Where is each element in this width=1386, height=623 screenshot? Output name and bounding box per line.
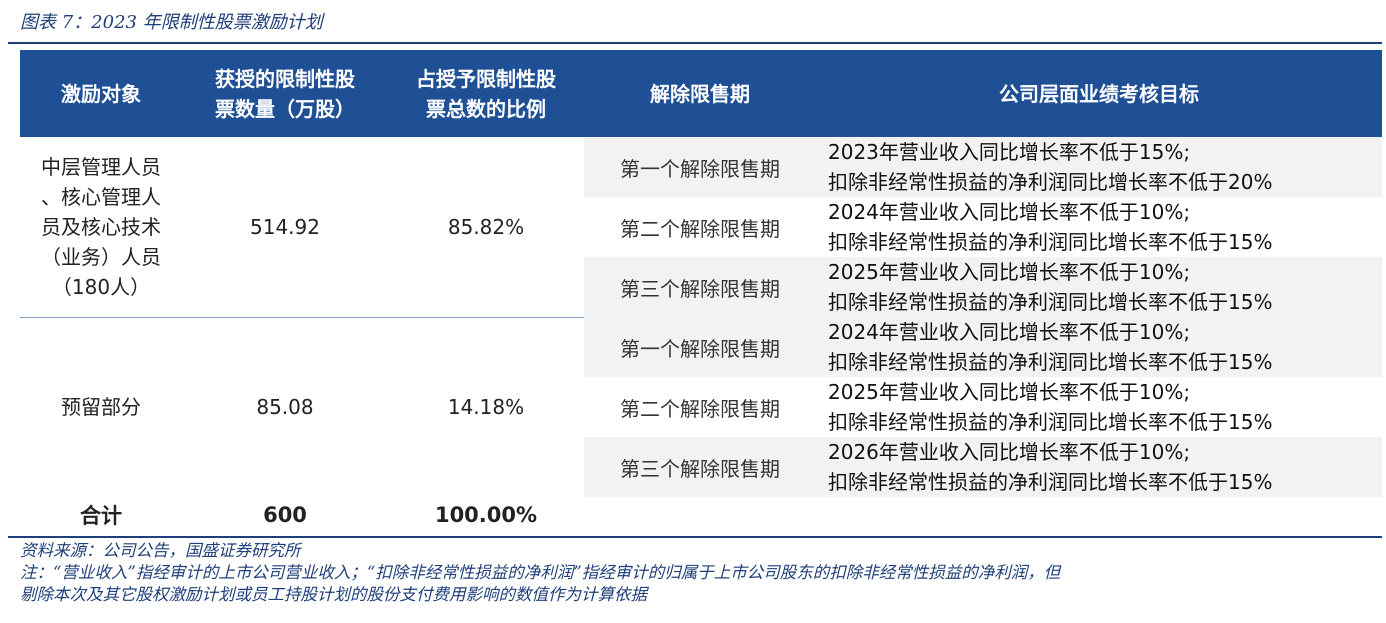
table-row: 第二个解除限售期 2024年营业收入同比增长率不低于10%; 扣除非经常性损益的净… bbox=[20, 197, 1382, 257]
shares-cell: 514.92 bbox=[182, 137, 388, 318]
source-note: 资料来源：公司公告，国盛证券研究所 bbox=[20, 541, 301, 560]
figure-caption: 图表 7：2023 年限制性股票激励计划 bbox=[20, 12, 323, 33]
period-cell: 第一个解除限售期 bbox=[584, 137, 816, 197]
total-label: 合计 bbox=[80, 504, 122, 528]
object-cell: 预留部分 bbox=[61, 395, 141, 420]
total-ratio: 100.00% bbox=[434, 503, 538, 527]
table-row: 第三个解除限售期 2025年营业收入同比增长率不低于10%; 扣除非经常性损益的净… bbox=[20, 257, 1382, 317]
period-cell: 第二个解除限售期 bbox=[620, 216, 780, 241]
bottom-rule bbox=[8, 536, 1382, 538]
table-row: 第二个解除限售期 2025年营业收入同比增长率不低于10%; 扣除非经常性损益的净… bbox=[20, 377, 1382, 437]
footnotes: 资料来源：公司公告，国盛证券研究所 注：“营业收入”指经审计的上市公司营业收入；… bbox=[20, 540, 1060, 606]
target-cell: 2026年营业收入同比增长率不低于10%; 扣除非经常性损益的净利润同比增长率不低… bbox=[816, 437, 1382, 497]
header-target: 公司层面业绩考核目标 bbox=[816, 50, 1382, 137]
note-line: 注：“营业收入”指经审计的上市公司营业收入；“扣除非经常性损益的净利润”指经审计… bbox=[20, 563, 1061, 582]
note-line: 剔除本次及其它股权激励计划或员工持股计划的股份支付费用影响的数值作为计算依据 bbox=[20, 585, 647, 604]
target-cell: 2025年营业收入同比增长率不低于10%; 扣除非经常性损益的净利润同比增长率不低… bbox=[828, 380, 1273, 434]
shares-cell: 85.08 bbox=[256, 395, 314, 420]
header-row: 激励对象 获授的限制性股 票数量（万股） 占授予限制性股 票总数的比例 解除限售期 … bbox=[20, 50, 1382, 137]
period-cell: 第三个解除限售期 bbox=[584, 257, 816, 317]
target-cell: 2024年营业收入同比增长率不低于10%; 扣除非经常性损益的净利润同比增长率不低… bbox=[816, 317, 1382, 377]
period-cell: 第三个解除限售期 bbox=[584, 437, 816, 497]
incentive-plan-table: 激励对象 获授的限制性股 票数量（万股） 占授予限制性股 票总数的比例 解除限售期 … bbox=[20, 50, 1382, 533]
header-period: 解除限售期 bbox=[584, 50, 816, 137]
target-cell: 2025年营业收入同比增长率不低于10%; 扣除非经常性损益的净利润同比增长率不低… bbox=[816, 257, 1382, 317]
table-row: 中层管理人员 、核心管理人 员及核心技术 （业务）人员 （180人） 514.9… bbox=[20, 137, 1382, 318]
object-cell: 中层管理人员 、核心管理人 员及核心技术 （业务）人员 （180人） bbox=[20, 137, 182, 318]
ratio-cell: 85.82% bbox=[388, 137, 584, 318]
header-shares: 获授的限制性股 票数量（万股） bbox=[182, 50, 388, 137]
total-row: 合计 600 100.00% bbox=[20, 497, 1382, 533]
target-cell: 2023年营业收入同比增长率不低于15%; 扣除非经常性损益的净利润同比增长率不低… bbox=[816, 137, 1382, 197]
period-cell: 第二个解除限售期 bbox=[620, 396, 780, 421]
header-ratio: 占授予限制性股 票总数的比例 bbox=[388, 50, 584, 137]
target-cell: 2024年营业收入同比增长率不低于10%; 扣除非经常性损益的净利润同比增长率不低… bbox=[828, 200, 1273, 254]
table-row: 第三个解除限售期 2026年营业收入同比增长率不低于10%; 扣除非经常性损益的净… bbox=[20, 437, 1382, 497]
table-row: 预留部分 85.08 14.18% 第一个解除限售期 2024年营业收入同比增长… bbox=[20, 317, 1382, 419]
ratio-cell: 14.18% bbox=[447, 395, 525, 420]
top-rule bbox=[8, 42, 1382, 44]
period-cell: 第一个解除限售期 bbox=[584, 317, 816, 377]
total-shares: 600 bbox=[263, 503, 307, 527]
header-object: 激励对象 bbox=[20, 50, 182, 137]
